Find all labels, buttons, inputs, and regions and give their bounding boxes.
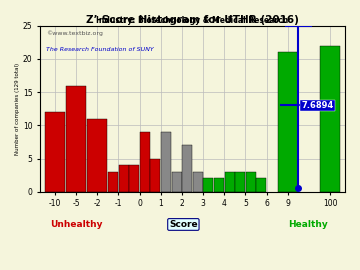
Bar [66, 86, 86, 192]
Bar [320, 46, 340, 192]
Bar [256, 178, 266, 192]
Bar [182, 145, 192, 192]
Text: ©www.textbiz.org: ©www.textbiz.org [46, 31, 103, 36]
Text: Industry: Biotechnology & Medical Research: Industry: Biotechnology & Medical Resear… [96, 16, 289, 25]
Bar [119, 165, 129, 192]
Bar [278, 52, 298, 192]
Bar [150, 158, 161, 192]
Bar [246, 172, 256, 192]
Title: Z’-Score Histogram for UTHR (2016): Z’-Score Histogram for UTHR (2016) [86, 15, 299, 25]
Bar [214, 178, 224, 192]
Bar [129, 165, 139, 192]
Text: The Research Foundation of SUNY: The Research Foundation of SUNY [46, 47, 154, 52]
Y-axis label: Number of companies (129 total): Number of companies (129 total) [15, 63, 20, 155]
Text: Unhealthy: Unhealthy [50, 220, 103, 229]
Bar [161, 132, 171, 192]
Bar [193, 172, 203, 192]
Text: Score: Score [169, 220, 198, 229]
Bar [87, 119, 107, 192]
Bar [235, 172, 245, 192]
Bar [225, 172, 235, 192]
Bar [140, 132, 150, 192]
Text: Healthy: Healthy [288, 220, 328, 229]
Bar [203, 178, 213, 192]
Bar [172, 172, 182, 192]
Bar [108, 172, 118, 192]
Text: 7.6894: 7.6894 [302, 101, 334, 110]
Bar [45, 112, 65, 192]
